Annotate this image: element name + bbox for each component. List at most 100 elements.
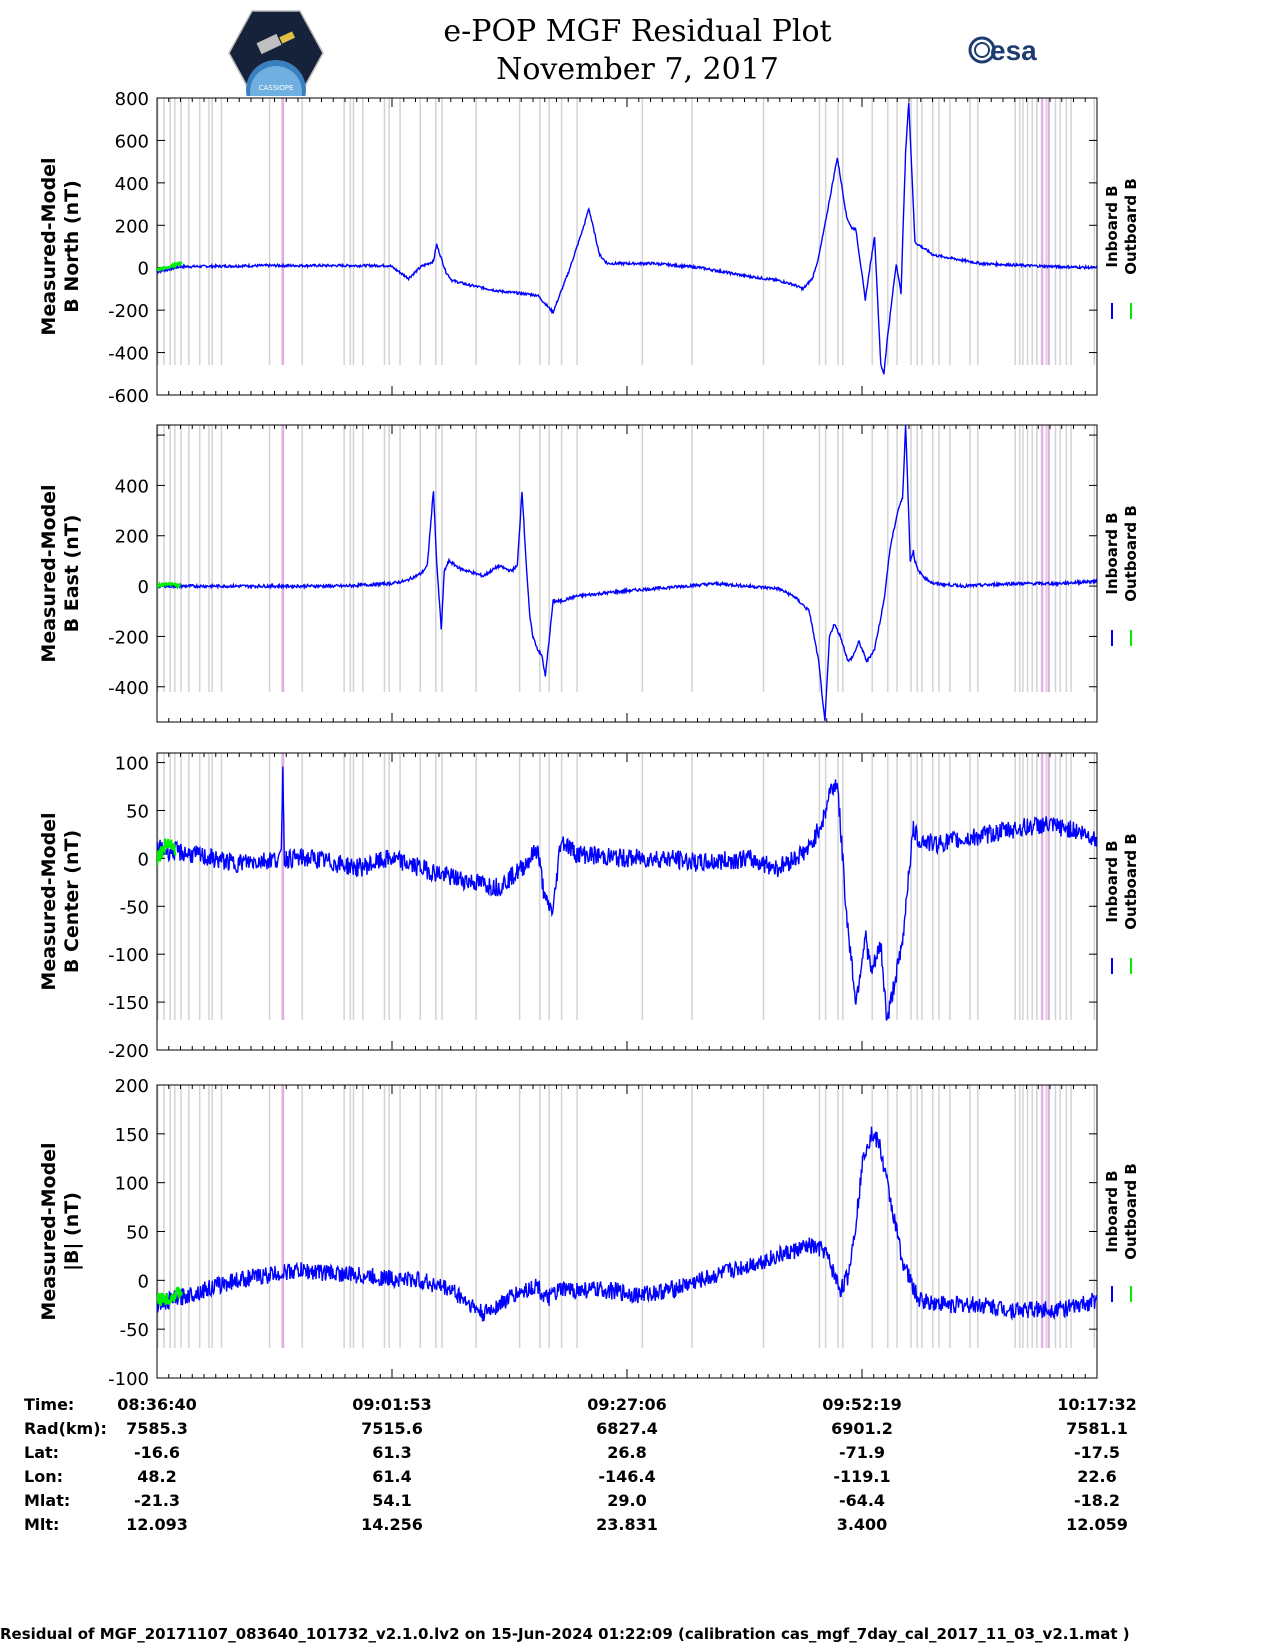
data-gap-band xyxy=(169,1085,171,1348)
data-gap-band xyxy=(916,1085,919,1348)
orbit-info-value: -17.5 xyxy=(1073,1443,1121,1462)
data-gap-band xyxy=(383,425,386,692)
data-gap-band xyxy=(949,753,951,1020)
data-gap-band xyxy=(211,753,213,1020)
orbit-info-value: 14.256 xyxy=(361,1515,423,1534)
data-gap-band xyxy=(174,98,176,365)
y-axis-label: Measured-Model xyxy=(38,484,60,662)
series-line-outboard xyxy=(157,260,183,272)
data-gap-band xyxy=(949,425,951,692)
data-gap-band xyxy=(1022,425,1024,692)
data-gap-band xyxy=(383,753,386,1020)
orbit-info-value: -119.1 xyxy=(833,1467,891,1486)
data-gap-band xyxy=(268,98,271,365)
data-gap-band xyxy=(1059,1085,1061,1348)
data-gap-band xyxy=(887,425,889,692)
data-gap-band xyxy=(220,425,223,692)
data-gap-band xyxy=(211,425,213,692)
data-gap-band xyxy=(887,1085,889,1348)
orbit-info-value: 12.093 xyxy=(126,1515,188,1534)
y-tick-label: 0 xyxy=(138,259,149,280)
data-gap-band xyxy=(208,98,210,365)
y-axis-label: Measured-Model xyxy=(38,157,60,335)
esa-logo: esa xyxy=(968,34,1040,72)
data-gap-band xyxy=(163,425,165,692)
orbit-info-value: -16.6 xyxy=(133,1443,181,1462)
data-gap-band xyxy=(399,753,401,1020)
orbit-info-row: Mlat: -21.3 54.1 29.0 -64.4 -18.2 xyxy=(0,1491,1275,1515)
y-tick-label: 400 xyxy=(115,476,149,497)
data-gap-band xyxy=(220,753,223,1020)
orbit-info-value: 7581.1 xyxy=(1066,1419,1128,1438)
y-tick-label: -150 xyxy=(108,993,149,1014)
data-gap-band xyxy=(1093,1085,1096,1348)
data-gap-band xyxy=(198,98,201,365)
data-gap-band xyxy=(641,98,644,365)
data-gap-band xyxy=(841,1085,844,1348)
data-gap-band xyxy=(641,753,644,1020)
data-gap-band xyxy=(1065,425,1068,692)
series-line-outboard xyxy=(157,581,182,591)
orbit-info-label: Mlt: xyxy=(24,1515,60,1534)
data-gap-band xyxy=(1045,753,1047,1020)
data-gap-band xyxy=(548,1085,550,1348)
data-gap-band xyxy=(887,753,889,1020)
data-gap-band xyxy=(188,425,190,692)
data-gap-band xyxy=(1026,425,1029,692)
data-gap-band xyxy=(1045,1085,1047,1348)
data-gap-band xyxy=(362,1085,364,1348)
orbit-info-value: 54.1 xyxy=(372,1491,412,1510)
data-gap-band xyxy=(343,425,345,692)
y-axis-label: Measured-Model xyxy=(38,812,60,990)
data-gap-band xyxy=(1019,425,1021,692)
data-gap-band xyxy=(281,98,283,365)
data-gap-band xyxy=(1022,98,1024,365)
data-gap-band xyxy=(352,1085,355,1348)
data-gap-band xyxy=(1022,753,1024,1020)
panel-2: 400 200 0 -200 -400 Measured-Model B East (nT)… xyxy=(38,424,1140,723)
data-gap-band xyxy=(1065,98,1068,365)
data-gap-band xyxy=(871,98,873,365)
data-gap-band xyxy=(871,753,873,1020)
data-gap-band xyxy=(281,1085,283,1348)
data-gap-band xyxy=(163,1085,165,1348)
data-gap-band xyxy=(399,425,401,692)
y-tick-label: 400 xyxy=(115,174,149,195)
y-tick-label: -400 xyxy=(108,678,149,699)
series-line-inboard xyxy=(157,425,1097,721)
data-gap-band xyxy=(548,753,550,1020)
data-gap-band xyxy=(916,425,919,692)
y-tick-label: 200 xyxy=(115,216,149,237)
data-gap-band xyxy=(824,425,827,692)
orbit-info-label: Lat: xyxy=(24,1443,60,1462)
data-gap-band xyxy=(932,98,934,365)
y-tick-label: -50 xyxy=(120,897,149,918)
orbit-info-value: 23.831 xyxy=(596,1515,658,1534)
data-gap-band xyxy=(518,1085,521,1348)
data-gap-band xyxy=(949,1085,951,1348)
data-gap-band xyxy=(641,1085,644,1348)
data-gap-band xyxy=(1045,98,1047,365)
data-gap-band xyxy=(220,1085,223,1348)
y-tick-label: -600 xyxy=(108,386,149,407)
data-gap-band xyxy=(399,98,401,365)
data-gap-band xyxy=(938,753,940,1020)
data-gap-band xyxy=(188,753,190,1020)
data-gap-band xyxy=(949,98,951,365)
data-gap-band xyxy=(174,753,176,1020)
data-gap-band xyxy=(1093,753,1096,1020)
data-gap-band xyxy=(762,1085,765,1348)
orbit-info-label: Lon: xyxy=(24,1467,63,1486)
orbit-info-value: 10:17:32 xyxy=(1057,1395,1137,1414)
orbit-info-value: 12.059 xyxy=(1066,1515,1128,1534)
data-gap-band xyxy=(539,98,541,365)
data-gap-band xyxy=(896,753,898,1020)
data-gap-band xyxy=(388,1085,390,1348)
legend-label: Outboard B xyxy=(1122,505,1140,602)
data-gap-band xyxy=(1070,98,1072,365)
data-gap-band xyxy=(837,425,839,692)
data-gap-band xyxy=(301,425,303,692)
orbit-info-value: -146.4 xyxy=(598,1467,656,1486)
data-gap-band xyxy=(441,98,443,365)
data-gap-band xyxy=(969,98,971,365)
